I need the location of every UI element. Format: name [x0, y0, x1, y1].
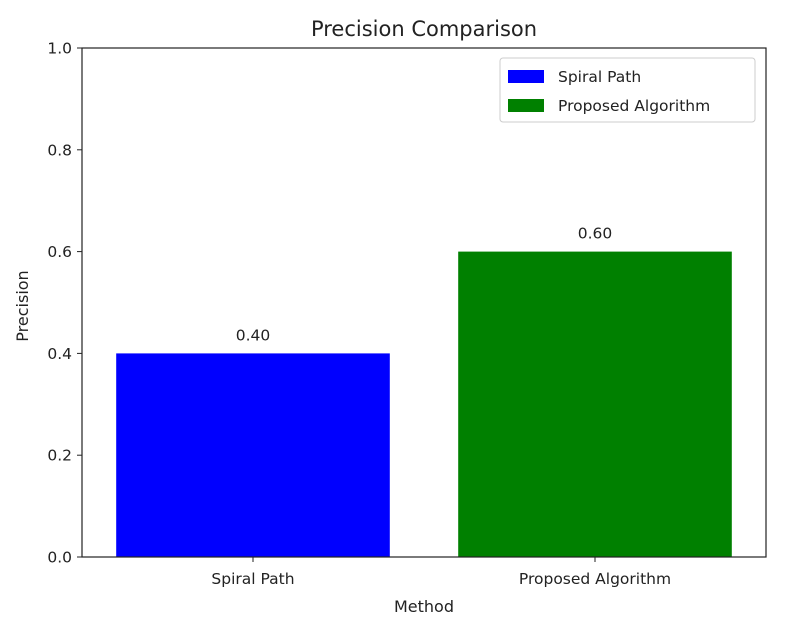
x-axis-label: Method [394, 597, 454, 616]
legend-swatch [508, 70, 544, 83]
y-axis: 0.0 0.2 0.4 0.6 0.8 1.0 [47, 40, 82, 567]
legend-box [499, 57, 756, 123]
y-tick-label: 0.2 [47, 447, 72, 465]
legend: Spiral Path Proposed Algorithm [499, 57, 756, 123]
y-tick-label: 0.6 [47, 243, 72, 261]
legend-label: Spiral Path [558, 68, 641, 86]
data-label: 0.60 [578, 225, 613, 243]
plot-frame [81, 47, 767, 558]
y-tick-label: 0.4 [47, 345, 72, 363]
y-tick-label: 1.0 [47, 40, 72, 58]
plot-area: 0.40 0.60 [81, 47, 767, 558]
chart-title: Precision Comparison [311, 17, 537, 41]
legend-swatch [508, 99, 544, 112]
x-axis: Spiral Path Proposed Algorithm [211, 557, 671, 588]
legend-label: Proposed Algorithm [558, 97, 710, 115]
y-tick-label: 0.0 [47, 549, 72, 567]
y-tick-label: 0.8 [47, 141, 72, 159]
bar-proposed-algorithm [458, 251, 732, 557]
bar-spiral-path [116, 353, 390, 557]
data-label: 0.40 [236, 326, 271, 344]
x-tick-label: Proposed Algorithm [519, 570, 671, 588]
x-tick-label: Spiral Path [211, 570, 294, 588]
y-axis-label: Precision [13, 270, 32, 341]
